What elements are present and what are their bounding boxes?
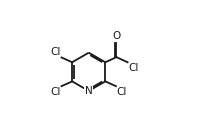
Text: O: O bbox=[112, 31, 121, 41]
Text: N: N bbox=[85, 86, 93, 96]
Text: Cl: Cl bbox=[51, 47, 61, 57]
Text: Cl: Cl bbox=[51, 87, 61, 97]
Text: Cl: Cl bbox=[128, 63, 139, 73]
Text: Cl: Cl bbox=[116, 87, 127, 97]
